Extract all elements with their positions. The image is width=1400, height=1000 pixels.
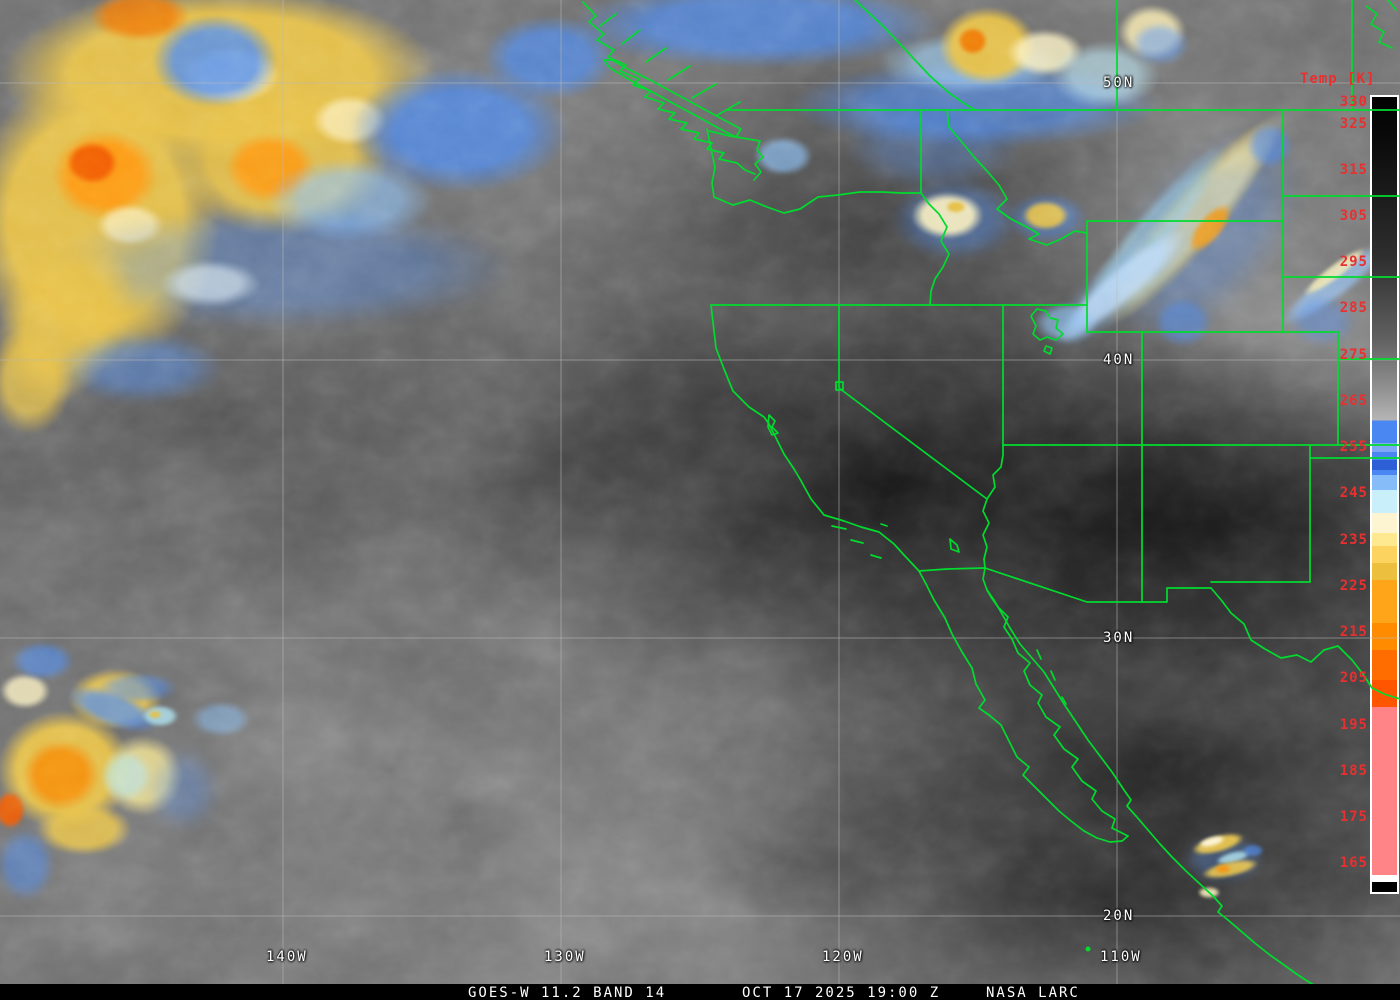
great-salt-lake <box>1030 308 1064 355</box>
border-or-id-snake-river <box>920 192 950 306</box>
manitoba-lakes <box>1365 0 1397 49</box>
border-ca-nv <box>838 304 988 500</box>
lat-label-50n: 50N <box>1103 75 1135 91</box>
coast-mexico-mainland <box>986 589 1349 1000</box>
lon-label-120w: 120W <box>822 949 864 965</box>
colorbar-tick: 175 <box>1339 809 1368 825</box>
caption-bar: GOES-W 11.2 BAND 14 OCT 17 2025 19:00 Z … <box>0 984 1400 1000</box>
border-us-mexico <box>918 567 1212 603</box>
san-francisco-bay <box>767 414 779 436</box>
caption-credit: NASA LARC <box>986 985 1080 1000</box>
caption-product: GOES-W 11.2 BAND 14 <box>468 985 667 1000</box>
colorbar-tick: 245 <box>1339 485 1368 501</box>
lat-label-40n: 40N <box>1103 352 1135 368</box>
colorbar-tick: 215 <box>1339 624 1368 640</box>
lon-label-130w: 130W <box>544 949 586 965</box>
border-colorado-river <box>982 444 1004 569</box>
colorbar-tick: 330 <box>1339 94 1368 110</box>
political-borders <box>582 0 1400 1000</box>
coast-baja-east <box>986 589 1129 837</box>
lon-label-140w: 140W <box>266 949 308 965</box>
lake-tahoe <box>835 381 844 391</box>
colorbar-tick: 165 <box>1339 855 1368 871</box>
colorbar-tick: 275 <box>1339 347 1368 363</box>
colorbar-tick: 325 <box>1339 116 1368 132</box>
lon-label-110w: 110W <box>1100 949 1142 965</box>
border-id-mt <box>946 109 1088 246</box>
colorbar-tick: 235 <box>1339 532 1368 548</box>
salton-sea <box>949 538 960 553</box>
colorbar-tick: 255 <box>1339 439 1368 455</box>
puget-sound <box>708 130 764 181</box>
colorbar-tick: 295 <box>1339 254 1368 270</box>
small-island-dot <box>1085 946 1091 952</box>
colorbar-tick: 195 <box>1339 717 1368 733</box>
vancouver-island <box>603 59 742 138</box>
coast-british-columbia <box>582 1 756 175</box>
coast-baja-west <box>918 570 1129 843</box>
colorbar-tick: 305 <box>1339 208 1368 224</box>
bc-fjords <box>599 13 741 117</box>
border-bc-ab <box>854 0 976 111</box>
colorbar-tick: 205 <box>1339 670 1368 686</box>
coast-california <box>710 304 920 572</box>
border-wa-or-columbia-river <box>713 191 922 214</box>
colorbar-tick: 285 <box>1339 300 1368 316</box>
colorbar-tick: 225 <box>1339 578 1368 594</box>
colorbar-tick: 315 <box>1339 162 1368 178</box>
colorado-river-delta <box>982 567 988 591</box>
lat-label-20n: 20N <box>1103 908 1135 924</box>
temperature-colorbar <box>1370 95 1399 894</box>
caption-datetime: OCT 17 2025 19:00 Z <box>742 985 941 1000</box>
colorbar-title: Temp [K] <box>1300 71 1376 87</box>
coast-washington <box>706 128 716 198</box>
gulf-islands <box>1036 649 1067 705</box>
colorbar-tick: 265 <box>1339 393 1368 409</box>
colorbar-tick: 185 <box>1339 763 1368 779</box>
border-rio-grande <box>1210 587 1400 700</box>
channel-islands <box>831 523 888 559</box>
lat-label-30n: 30N <box>1103 630 1135 646</box>
